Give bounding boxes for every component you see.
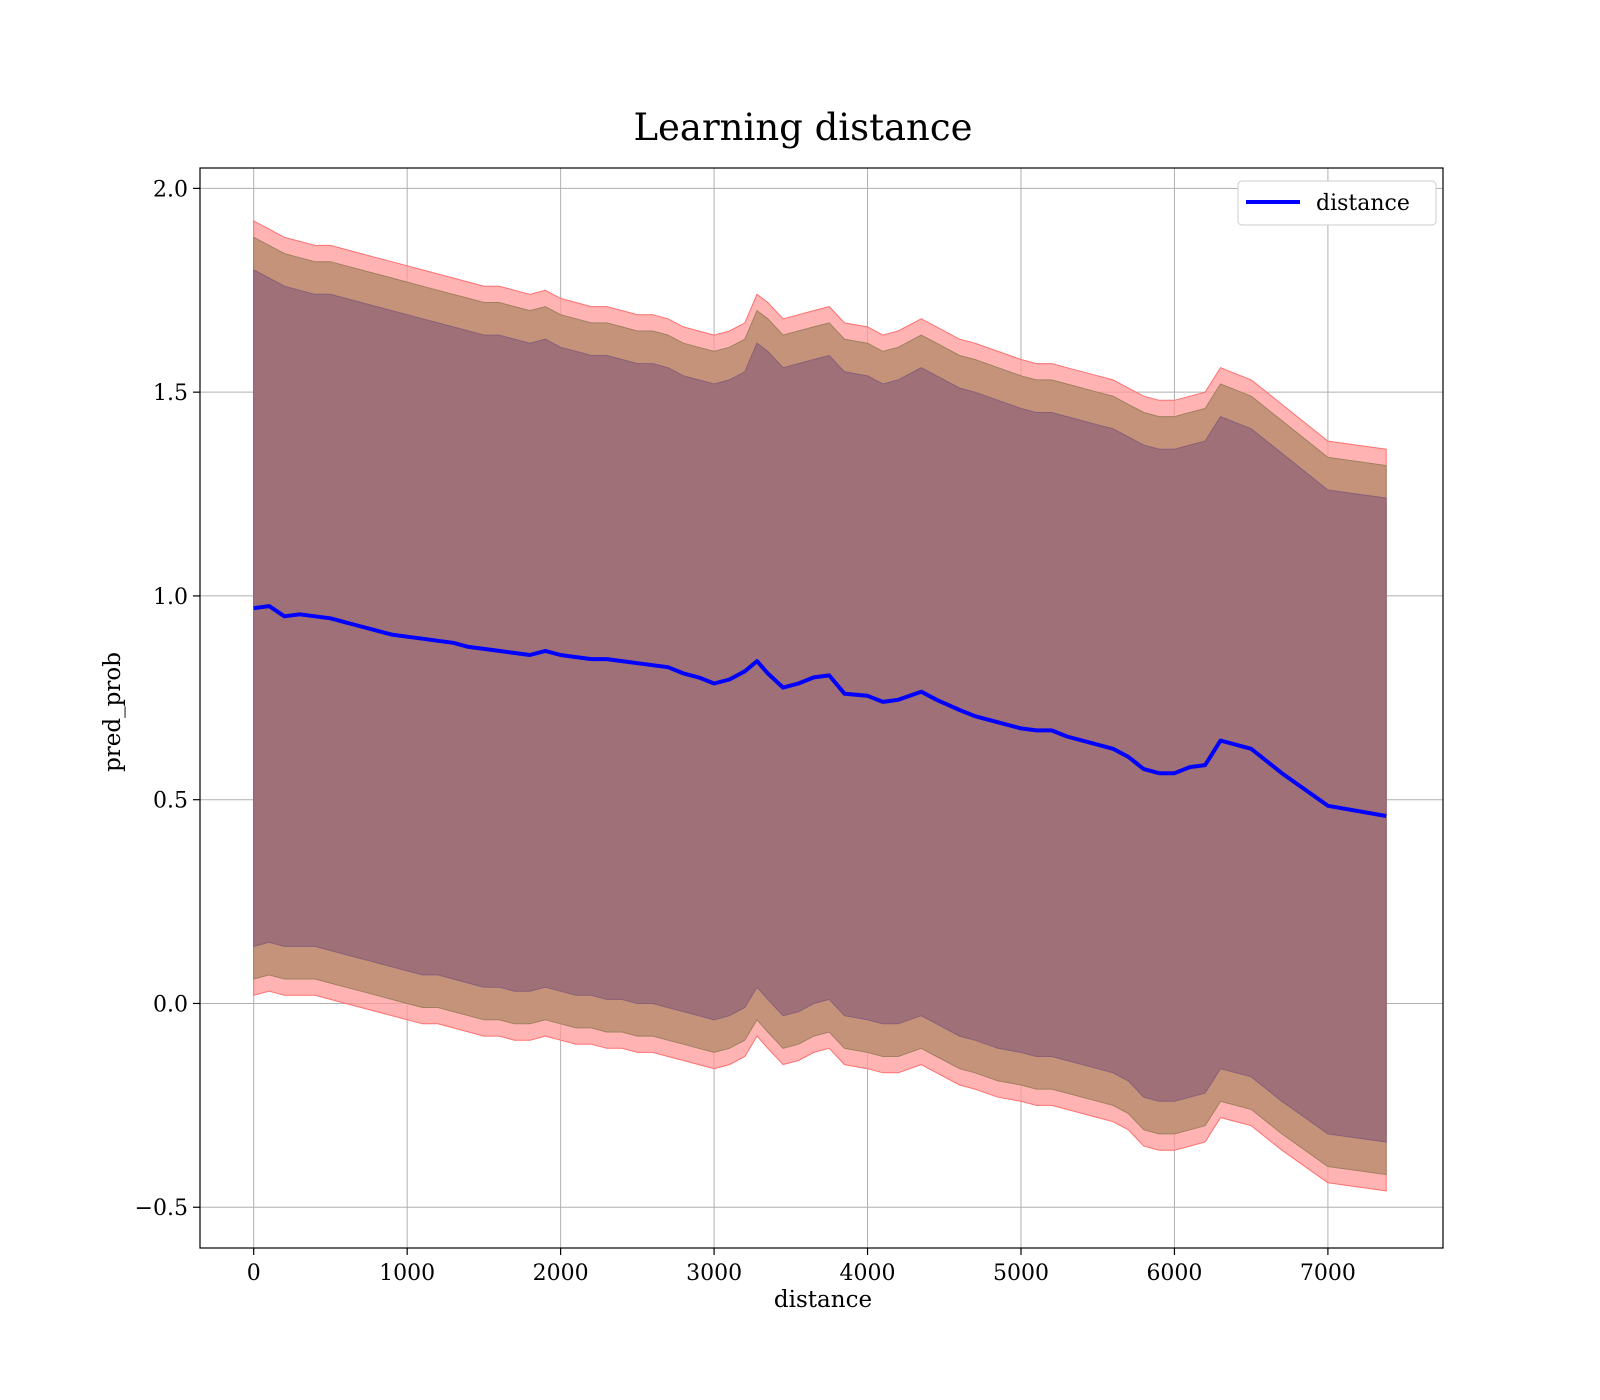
y-tick-label-1: 0.0 [153,992,188,1017]
x-tick-label-7: 7000 [1300,1261,1356,1286]
y-axis-label: pred_prob [100,652,126,772]
y-tick-label-2: 0.5 [153,789,188,814]
plot-frame [199,167,1444,1249]
series-lines [253,604,1387,818]
x-axis-label: distance [774,1287,872,1313]
y-tick-label-5: 2.0 [153,177,188,202]
x-tick-label-3: 3000 [686,1261,742,1286]
legend-entry-distance: distance [1316,191,1410,216]
x-tick-label-2: 2000 [533,1261,589,1286]
legend: distance [1237,180,1437,226]
x-tick-label-6: 6000 [1146,1261,1202,1286]
series-line-distance [253,604,1387,818]
band-inner [253,269,1387,1143]
confidence-bands [253,220,1387,1192]
x-tick-label-0: 0 [247,1261,261,1286]
x-tick-label-4: 4000 [840,1261,896,1286]
x-tick-label-5: 5000 [993,1261,1049,1286]
x-tick-label-1: 1000 [379,1261,435,1286]
y-tick-label-3: 1.0 [153,585,188,610]
x-axis-ticks: 0 1000 2000 3000 4000 5000 6000 7000 [247,1248,1356,1286]
y-tick-label-0: −0.5 [135,1196,188,1221]
y-tick-label-4: 1.5 [153,381,188,406]
y-axis-ticks: −0.5 0.0 0.5 1.0 1.5 2.0 [135,177,200,1221]
legend-box [1237,180,1437,226]
chart-title: Learning distance [633,106,972,149]
